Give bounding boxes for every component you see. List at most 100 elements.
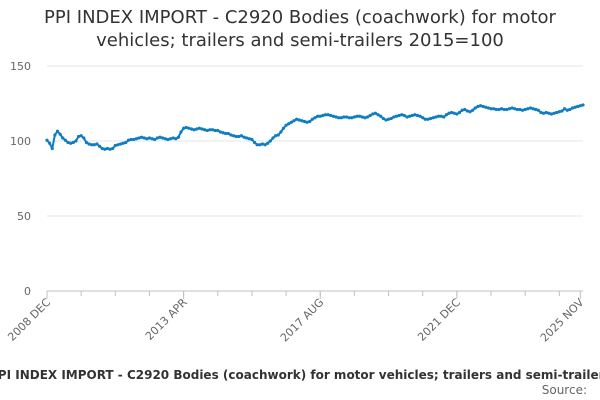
data-point [350,116,354,120]
data-point [82,136,86,140]
data-point [429,116,433,121]
data-point [344,115,349,119]
data-point [103,147,107,151]
grid-lines [47,65,583,217]
data-point [331,114,335,118]
data-point [174,137,178,141]
legend[interactable]: PPI INDEX IMPORT - C2920 Bodies (coachwo… [0,367,600,387]
data-point [302,119,307,124]
data-point [442,115,446,119]
data-point [415,113,420,118]
data-point [182,126,186,130]
data-point [224,131,228,136]
data-point [63,138,67,142]
data-point [111,146,115,151]
data-point [187,126,191,130]
data-point [410,113,414,118]
data-point [55,129,60,133]
data-point [150,137,154,141]
data-point [155,136,159,140]
data-point [339,116,343,120]
source-label: Source: [541,383,587,397]
data-point [568,107,572,112]
data-point [326,113,330,117]
data-point [234,134,238,139]
x-tick-label: 2017 AUG [278,296,327,345]
data-point [421,116,425,120]
data-point [218,130,223,134]
data-point [502,107,506,112]
data-point [373,111,378,115]
data-point [492,107,496,111]
data-point [116,143,120,147]
data-point [113,143,117,148]
data-point [139,135,144,139]
data-point [297,118,301,122]
data-point [74,139,78,143]
data-point [189,127,194,131]
data-point [210,128,215,132]
data-point [439,114,443,118]
data-point [84,140,89,145]
data-point [268,139,272,143]
data-point [531,107,535,111]
data-point [520,108,525,112]
data-point [557,110,561,114]
data-point [176,135,180,139]
data-point [66,140,70,145]
data-point [87,142,91,146]
data-point [581,103,585,107]
data-point [168,137,173,141]
data-point [100,146,104,151]
data-point [316,114,320,118]
data-point [213,128,217,133]
data-point [321,113,325,118]
data-point [436,114,441,118]
data-point [463,107,467,112]
data-point [205,128,209,133]
data-point [263,143,267,147]
data-point [179,130,183,134]
series-layer [45,103,585,151]
data-point [379,114,383,118]
data-point [376,113,380,117]
data-point [576,104,580,109]
data-point [305,120,309,124]
data-point [384,118,388,122]
data-point [507,107,512,111]
data-point [352,115,357,119]
data-point [126,138,131,142]
x-tick-label: 2013 APR [143,296,190,343]
data-point [197,126,201,130]
data-point [342,115,346,119]
data-point [260,142,265,146]
data-point [450,110,454,115]
chart-title-line-2: vehicles; trailers and semi-trailers 201… [96,30,504,51]
data-point [105,146,110,151]
data-point [255,143,259,147]
data-point [145,137,149,141]
data-point [447,111,451,115]
legend-item-label[interactable]: PPI INDEX IMPORT - C2920 Bodies (coachwo… [0,368,600,382]
data-point [242,135,246,139]
data-point [468,110,472,114]
data-point [347,116,351,120]
data-point [573,105,577,109]
data-point [231,134,236,138]
data-point [405,115,409,119]
data-point [90,143,94,147]
data-point [271,136,275,140]
data-point [471,108,475,112]
data-point [528,106,533,110]
data-point [158,135,162,139]
data-point [276,133,280,137]
data-point [460,108,464,112]
data-point [402,113,406,118]
data-point [203,128,207,132]
data-point [526,107,530,111]
data-point [184,125,188,130]
data-point [455,112,459,116]
data-point [247,137,251,141]
chart-title-line-1: PPI INDEX IMPORT - C2920 Bodies (coachwo… [44,7,556,28]
